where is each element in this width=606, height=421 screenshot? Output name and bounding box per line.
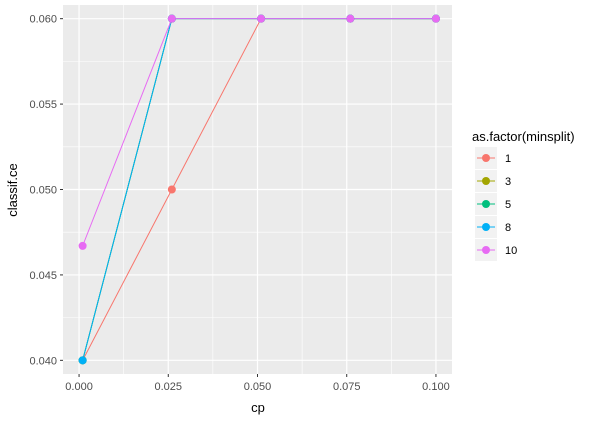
data-point-10 — [167, 14, 176, 23]
y-tick-label: 0.060 — [29, 14, 57, 26]
y-tick-label: 0.040 — [29, 355, 57, 367]
y-tick-label: 0.045 — [29, 270, 57, 282]
x-tick-label: 0.025 — [155, 381, 183, 393]
x-axis-title: cp — [251, 400, 265, 415]
y-axis-title: classif.ce — [5, 163, 20, 216]
x-tick-label: 0.050 — [244, 381, 272, 393]
legend-key-8: 8 — [475, 216, 511, 238]
legend: as.factor(minsplit) 1 3 5 8 10 — [472, 129, 575, 261]
y-axis: 0.040 0.045 0.050 0.055 0.060 — [29, 14, 63, 367]
y-tick-label: 0.050 — [29, 185, 57, 197]
legend-key-1: 1 — [475, 147, 511, 169]
x-tick-label: 0.000 — [65, 381, 93, 393]
legend-key-5: 5 — [475, 193, 511, 215]
legend-keys: 1 3 5 8 10 — [475, 147, 517, 261]
series-points — [78, 14, 440, 365]
x-axis: 0.000 0.025 0.050 0.075 0.100 — [65, 374, 450, 393]
legend-key-10: 10 — [475, 239, 517, 261]
x-tick-label: 0.075 — [333, 381, 361, 393]
legend-key-point — [482, 154, 490, 162]
legend-label: 1 — [505, 153, 511, 165]
legend-key-point — [482, 177, 490, 185]
data-point-10 — [78, 241, 87, 250]
data-point-10 — [431, 14, 440, 23]
legend-key-point — [482, 246, 490, 254]
y-tick-label: 0.055 — [29, 99, 57, 111]
legend-key-point — [482, 223, 490, 231]
x-tick-label: 0.100 — [422, 381, 450, 393]
legend-label: 5 — [505, 199, 511, 211]
legend-key-point — [482, 200, 490, 208]
data-point-10 — [257, 14, 266, 23]
data-point-10 — [346, 14, 355, 23]
legend-label: 10 — [505, 245, 517, 257]
legend-key-3: 3 — [475, 170, 511, 192]
data-point-1 — [167, 185, 176, 194]
legend-label: 3 — [505, 176, 511, 188]
data-point-8 — [78, 356, 87, 365]
legend-label: 8 — [505, 222, 511, 234]
legend-title: as.factor(minsplit) — [472, 129, 575, 144]
